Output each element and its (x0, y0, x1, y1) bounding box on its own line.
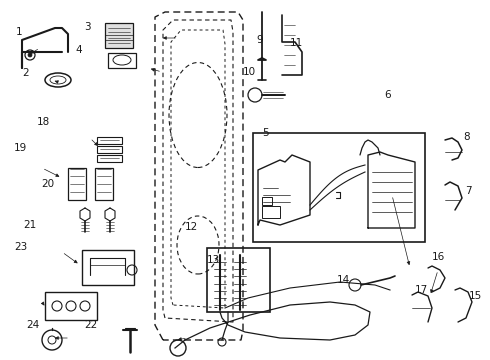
Bar (262, 206, 280, 218)
Bar (105, 23, 133, 48)
Bar (68, 168, 86, 200)
Text: 24: 24 (26, 320, 40, 330)
Text: 18: 18 (36, 117, 50, 127)
Text: 22: 22 (84, 320, 98, 330)
Text: 12: 12 (184, 222, 198, 232)
Bar (45, 292, 97, 320)
Text: 14: 14 (336, 275, 350, 285)
Text: 21: 21 (23, 220, 36, 230)
Bar (253, 133, 425, 242)
Bar (82, 250, 134, 285)
Text: 20: 20 (42, 179, 54, 189)
Text: 2: 2 (22, 68, 29, 78)
Bar (207, 248, 270, 312)
Text: 6: 6 (384, 90, 391, 100)
Bar (97, 137, 122, 144)
Circle shape (28, 53, 32, 57)
Bar (108, 53, 136, 68)
Bar (95, 168, 113, 200)
Text: 16: 16 (432, 252, 445, 262)
Text: 7: 7 (465, 186, 471, 196)
Text: 9: 9 (256, 35, 263, 45)
Text: 8: 8 (463, 132, 470, 142)
Text: 11: 11 (290, 38, 303, 48)
Text: 10: 10 (243, 67, 255, 77)
Text: 1: 1 (16, 27, 23, 37)
Text: 15: 15 (468, 291, 482, 301)
Text: 23: 23 (14, 242, 27, 252)
Text: 19: 19 (14, 143, 27, 153)
Text: 13: 13 (206, 255, 220, 265)
Text: 17: 17 (415, 285, 428, 295)
Bar (97, 155, 122, 162)
Text: 5: 5 (262, 128, 269, 138)
Text: 4: 4 (75, 45, 82, 55)
Bar (97, 146, 122, 153)
Bar (262, 197, 272, 205)
Text: 3: 3 (84, 22, 91, 32)
